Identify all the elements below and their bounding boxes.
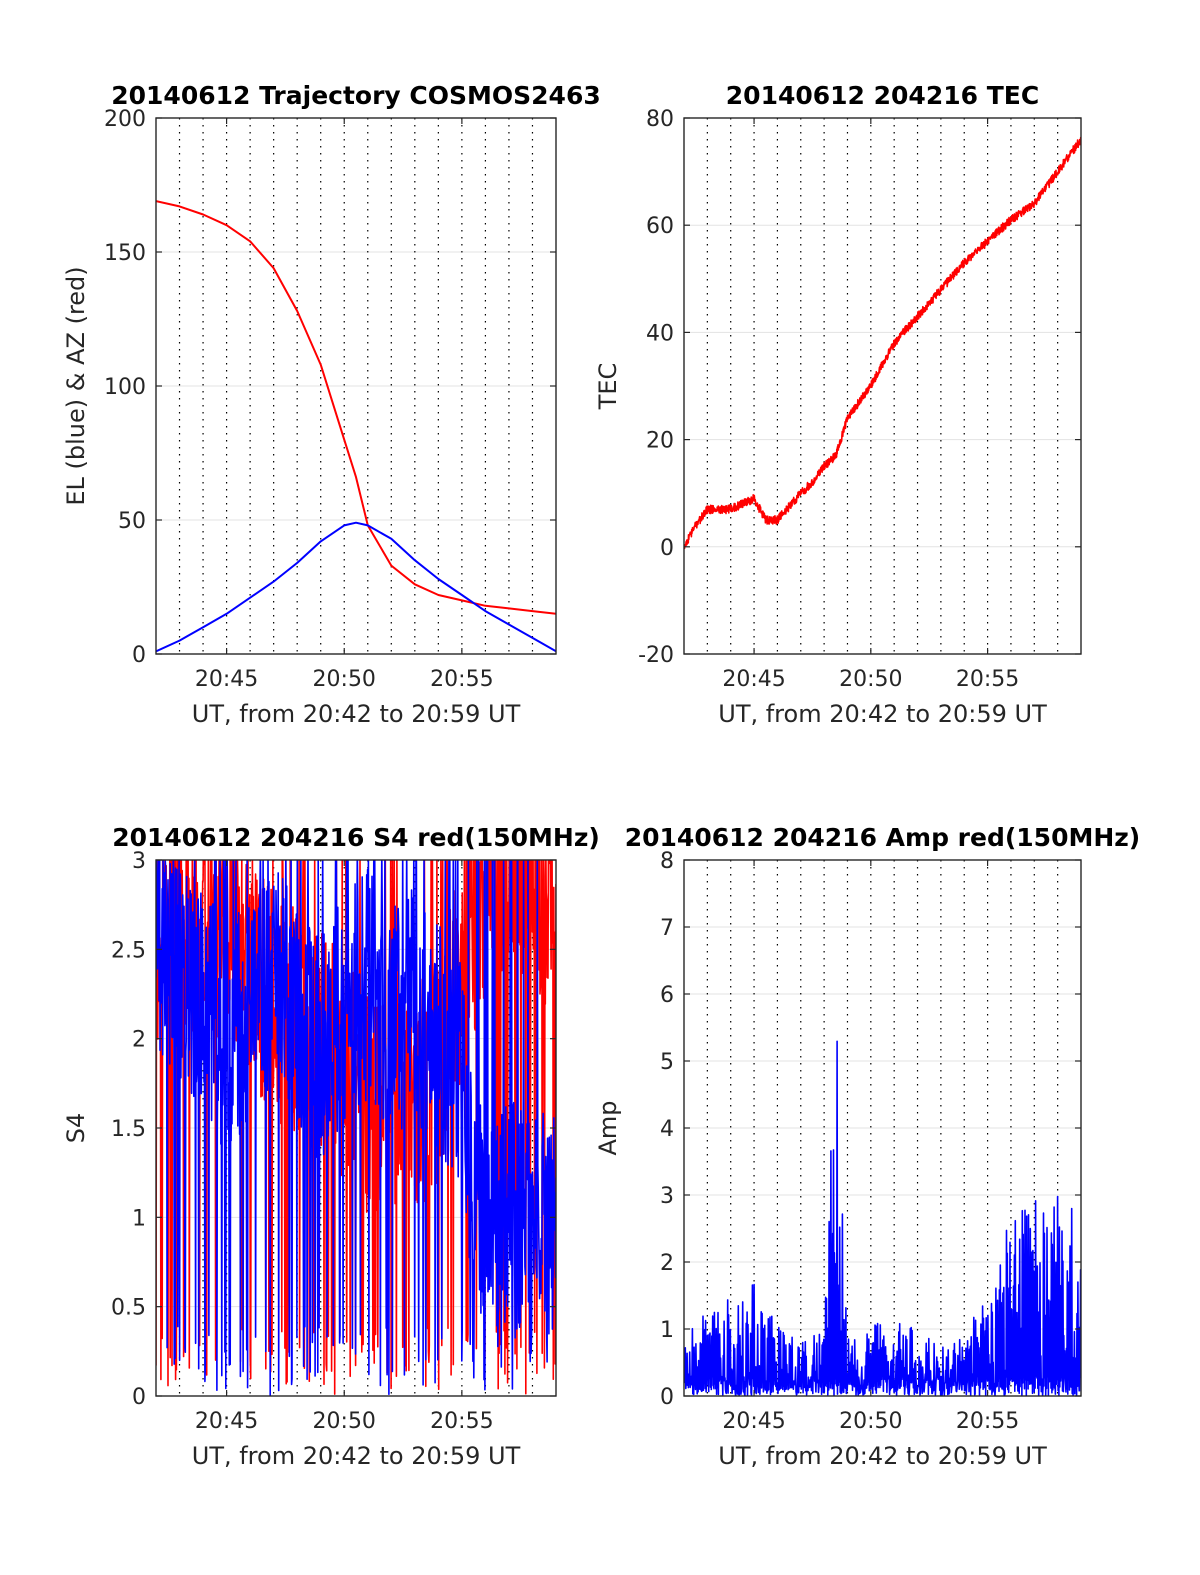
x-tick-label: 20:50: [839, 667, 902, 692]
y-tick-label: 3: [660, 1184, 674, 1209]
y-tick-label: 5: [660, 1050, 674, 1075]
x-tick-label: 20:50: [313, 667, 376, 692]
y-tick-label: 8: [660, 849, 674, 874]
y-tick-label: 2.5: [111, 938, 146, 963]
y-tick-label: 100: [104, 375, 146, 400]
y-tick-label: 0: [660, 1385, 674, 1410]
chart-title: 20140612 204216 TEC: [726, 81, 1039, 110]
x-tick-label: 20:55: [956, 1409, 1019, 1434]
series-line: [684, 1040, 1081, 1396]
chart-title: 20140612 204216 S4 red(150MHz): [112, 823, 600, 852]
y-tick-label: 20: [646, 429, 674, 454]
x-tick-label: 20:55: [430, 667, 493, 692]
chart-2: -20 0 20 40 60 80 20:45 20:50 20:55 20140612 2042…: [594, 81, 1082, 728]
y-tick-label: 7: [660, 916, 674, 941]
series-line: [156, 860, 556, 1396]
y-tick-label: -20: [638, 643, 674, 668]
series-line: [684, 136, 1081, 550]
x-axis-label: UT, from 20:42 to 20:59 UT: [192, 700, 521, 728]
x-tick-label: 20:45: [195, 667, 258, 692]
series-line: [156, 521, 556, 653]
y-tick-label: 200: [104, 107, 146, 132]
x-tick-label: 20:45: [722, 667, 785, 692]
y-tick-label: 0: [132, 643, 146, 668]
y-axis-label: Amp: [594, 1100, 622, 1155]
x-tick-label: 20:55: [956, 667, 1019, 692]
y-tick-label: 2: [132, 1028, 146, 1053]
y-tick-label: 0: [660, 536, 674, 561]
y-axis-label: S4: [62, 1113, 90, 1144]
chart-1: 0 50 100 150 200 20:45 20:50 20:55 20140612 Traj…: [62, 81, 601, 728]
y-tick-label: 1: [132, 1206, 146, 1231]
y-tick-label: 0: [132, 1385, 146, 1410]
y-tick-label: 1: [660, 1318, 674, 1343]
x-tick-label: 20:45: [195, 1409, 258, 1434]
plot-area: [684, 118, 1081, 654]
x-tick-label: 20:50: [839, 1409, 902, 1434]
y-tick-label: 80: [646, 107, 674, 132]
y-tick-label: 4: [660, 1117, 674, 1142]
x-tick-label: 20:55: [430, 1409, 493, 1434]
chart-title: 20140612 204216 Amp red(150MHz): [625, 823, 1141, 852]
axes-box: [683, 117, 1082, 655]
y-axis-label: TEC: [594, 363, 622, 411]
y-tick-label: 150: [104, 241, 146, 266]
y-tick-label: 0.5: [111, 1296, 146, 1321]
y-tick-label: 50: [118, 509, 146, 534]
y-tick-label: 40: [646, 321, 674, 346]
y-axis-label: EL (blue) & AZ (red): [62, 266, 90, 505]
x-tick-label: 20:45: [722, 1409, 785, 1434]
y-tick-label: 2: [660, 1251, 674, 1276]
y-tick-label: 3: [132, 849, 146, 874]
x-axis-label: UT, from 20:42 to 20:59 UT: [192, 1442, 521, 1470]
x-axis-label: UT, from 20:42 to 20:59 UT: [718, 1442, 1047, 1470]
chart-title: 20140612 Trajectory COSMOS2463: [111, 81, 601, 110]
y-tick-label: 1.5: [111, 1117, 146, 1142]
y-tick-label: 60: [646, 214, 674, 239]
chart-3: 0 0.5 1 1.5 2 2.5 3 20:45 20:50 20:55 20140612 204…: [62, 823, 600, 1470]
y-tick-label: 6: [660, 983, 674, 1008]
x-tick-label: 20:50: [313, 1409, 376, 1434]
chart-4: 0 1 2 3 4 5 6 7 8 20:45 20:50 20:55 20140612 204216 …: [594, 823, 1140, 1470]
series-line: [156, 200, 556, 615]
x-axis-label: UT, from 20:42 to 20:59 UT: [718, 700, 1047, 728]
